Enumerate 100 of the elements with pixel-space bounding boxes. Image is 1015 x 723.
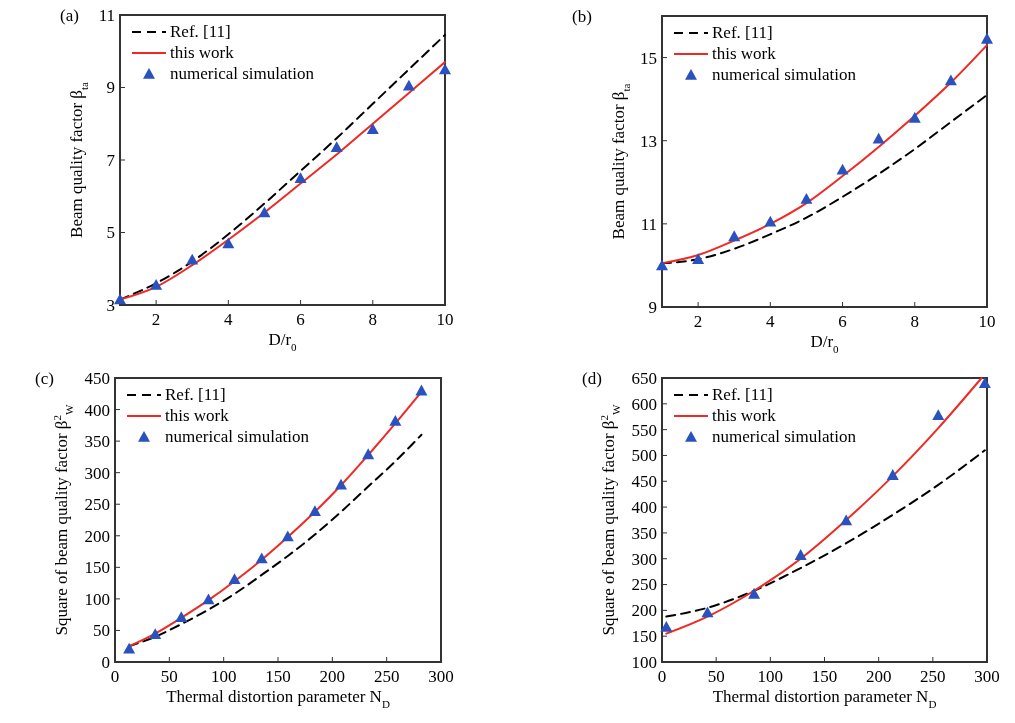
point (794, 549, 807, 560)
point (748, 587, 761, 599)
point (222, 237, 235, 249)
y-tick-label: 300 (631, 549, 657, 569)
x-tick-label: 250 (373, 667, 400, 686)
point (308, 505, 321, 516)
legend-label: this work (170, 43, 235, 62)
y-tick-label: 50 (93, 621, 110, 641)
point (908, 111, 921, 123)
x-tick-label: 300 (974, 667, 1000, 686)
x-tick-label: 2 (151, 310, 161, 329)
point (656, 259, 668, 271)
point (186, 253, 199, 265)
x-tick-label: 10 (978, 312, 996, 331)
point (728, 230, 741, 242)
point (150, 279, 163, 290)
y-tick-label: 450 (84, 368, 110, 388)
point (202, 593, 215, 605)
y-tick-label: 600 (631, 394, 657, 414)
y-tick-label: 250 (84, 495, 110, 515)
y-tick-label: 300 (84, 463, 110, 483)
point (981, 32, 993, 44)
y-tick-label: 550 (631, 420, 657, 440)
legend-label: this work (165, 406, 230, 425)
point (149, 628, 162, 640)
point (692, 253, 705, 264)
point (932, 409, 945, 420)
y-tick-label: 100 (631, 652, 657, 672)
legend-label: numerical simulation (170, 64, 315, 83)
x-axis-title: D/r$_{0}$ (810, 332, 840, 355)
y-tick-label: 100 (84, 589, 110, 609)
legend-label: this work (712, 44, 777, 63)
y-tick-label: 13 (640, 131, 657, 151)
line-series (665, 449, 986, 618)
x-tick-label: 250 (920, 667, 946, 686)
point (366, 123, 379, 134)
point (175, 611, 188, 622)
point (228, 573, 241, 585)
y-tick-label: 150 (84, 558, 110, 578)
point (258, 206, 271, 218)
y-tick-label: 350 (84, 432, 110, 452)
y-tick-label: 5 (106, 223, 115, 243)
legend-label: numerical simulation (712, 65, 857, 84)
chart-title: (a) (60, 6, 79, 25)
point (836, 163, 849, 175)
legend-label: Ref. [11] (170, 22, 231, 41)
point (978, 377, 991, 388)
point (114, 293, 126, 305)
point (944, 74, 957, 86)
y-tick-label: 9 (648, 297, 657, 317)
chart-title: (d) (582, 369, 602, 388)
point (389, 414, 402, 426)
point (660, 620, 673, 632)
legend-label: Ref. [11] (712, 385, 773, 404)
y-tick-label: 500 (631, 446, 657, 466)
y-tick-label: 650 (631, 368, 657, 388)
x-axis-title: Thermal distortion parameter N$_{D}$ (712, 687, 937, 710)
x-axis-title: Thermal distortion parameter N$_{D}$ (166, 687, 390, 710)
x-tick-label: 8 (368, 310, 378, 329)
point (439, 63, 451, 75)
y-tick-label: 150 (631, 627, 657, 647)
chart-title: (b) (572, 7, 592, 26)
y-tick-label: 450 (631, 472, 657, 492)
y-tick-label: 400 (631, 498, 657, 518)
y-tick-label: 0 (101, 652, 110, 672)
point (415, 384, 428, 396)
point (281, 530, 294, 542)
point (330, 141, 343, 153)
chart-title: (c) (35, 369, 54, 388)
y-tick-label: 15 (640, 48, 657, 68)
point (764, 215, 777, 227)
x-tick-label: 300 (428, 667, 454, 686)
point (255, 552, 268, 564)
x-tick-label: 100 (757, 667, 784, 686)
x-tick-label: 200 (865, 667, 892, 686)
legend-label: Ref. [11] (165, 385, 226, 404)
point (362, 448, 375, 460)
x-tick-label: 6 (296, 310, 305, 329)
y-tick-label: 11 (640, 214, 657, 234)
y-tick-label: 250 (631, 575, 657, 595)
x-tick-label: 50 (707, 667, 725, 686)
y-tick-label: 9 (106, 78, 115, 98)
x-tick-label: 150 (265, 667, 291, 686)
y-tick-label: 200 (631, 601, 657, 621)
x-tick-label: 150 (811, 667, 838, 686)
y-tick-label: 200 (84, 526, 110, 546)
y-tick-label: 3 (106, 295, 115, 315)
x-tick-label: 8 (910, 312, 920, 331)
legend-label: numerical simulation (712, 427, 857, 446)
legend-label: numerical simulation (165, 427, 310, 446)
x-tick-label: 4 (766, 312, 776, 331)
point (886, 469, 899, 480)
x-axis-title: D/r$_{0}$ (268, 330, 298, 353)
x-tick-label: 100 (210, 667, 237, 686)
x-tick-label: 200 (319, 667, 346, 686)
point (800, 192, 813, 204)
point (123, 642, 136, 654)
x-tick-label: 10 (436, 310, 454, 329)
x-tick-label: 6 (838, 312, 847, 331)
point (402, 79, 415, 91)
